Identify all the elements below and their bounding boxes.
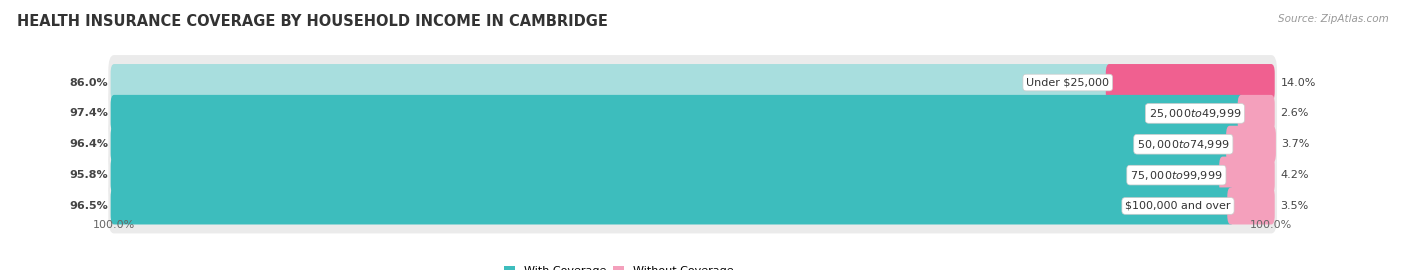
- FancyBboxPatch shape: [111, 157, 1226, 194]
- FancyBboxPatch shape: [111, 187, 1234, 224]
- Text: Under $25,000: Under $25,000: [1026, 77, 1109, 87]
- Text: Source: ZipAtlas.com: Source: ZipAtlas.com: [1278, 14, 1389, 23]
- Text: 86.0%: 86.0%: [70, 77, 108, 87]
- Text: 95.8%: 95.8%: [70, 170, 108, 180]
- Text: $25,000 to $49,999: $25,000 to $49,999: [1149, 107, 1241, 120]
- Text: 96.4%: 96.4%: [69, 139, 108, 149]
- Text: 97.4%: 97.4%: [69, 108, 108, 119]
- Text: 100.0%: 100.0%: [93, 220, 135, 230]
- FancyBboxPatch shape: [1219, 157, 1275, 194]
- FancyBboxPatch shape: [108, 86, 1277, 141]
- FancyBboxPatch shape: [108, 148, 1277, 202]
- Legend: With Coverage, Without Coverage: With Coverage, Without Coverage: [503, 266, 734, 270]
- FancyBboxPatch shape: [1237, 95, 1275, 132]
- Text: $50,000 to $74,999: $50,000 to $74,999: [1137, 138, 1230, 151]
- Text: 4.2%: 4.2%: [1281, 170, 1309, 180]
- FancyBboxPatch shape: [111, 126, 1233, 163]
- Text: HEALTH INSURANCE COVERAGE BY HOUSEHOLD INCOME IN CAMBRIDGE: HEALTH INSURANCE COVERAGE BY HOUSEHOLD I…: [17, 14, 607, 29]
- Text: 3.7%: 3.7%: [1282, 139, 1310, 149]
- FancyBboxPatch shape: [108, 117, 1277, 172]
- Text: $100,000 and over: $100,000 and over: [1125, 201, 1230, 211]
- FancyBboxPatch shape: [1226, 126, 1275, 163]
- Text: 2.6%: 2.6%: [1281, 108, 1309, 119]
- Text: 14.0%: 14.0%: [1281, 77, 1316, 87]
- Text: 96.5%: 96.5%: [69, 201, 108, 211]
- Text: $75,000 to $99,999: $75,000 to $99,999: [1130, 168, 1223, 182]
- Text: 100.0%: 100.0%: [1250, 220, 1292, 230]
- FancyBboxPatch shape: [111, 64, 1112, 101]
- FancyBboxPatch shape: [1227, 187, 1275, 224]
- FancyBboxPatch shape: [1105, 64, 1275, 101]
- FancyBboxPatch shape: [108, 178, 1277, 234]
- Text: 3.5%: 3.5%: [1281, 201, 1309, 211]
- FancyBboxPatch shape: [111, 95, 1244, 132]
- FancyBboxPatch shape: [108, 55, 1277, 110]
